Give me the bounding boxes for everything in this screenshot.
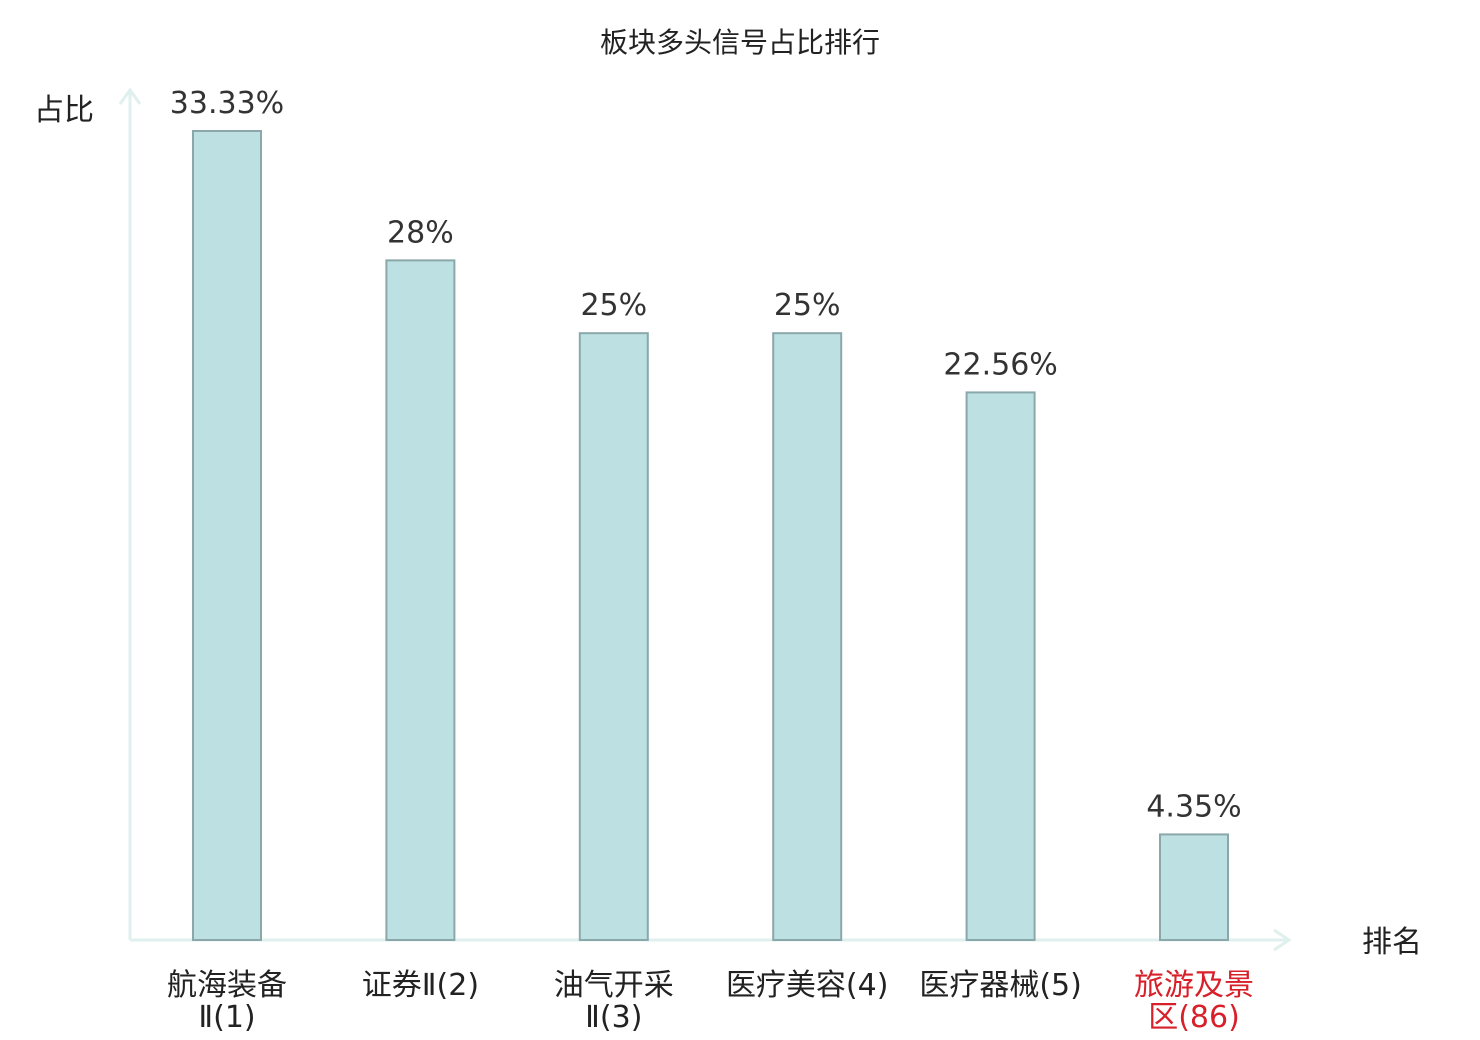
category-label-6-line-2: 区(86) <box>1148 1000 1240 1035</box>
value-label-4: 25% <box>774 288 841 323</box>
value-label-3: 25% <box>580 288 647 323</box>
y-axis-arrow-icon <box>118 87 142 105</box>
bar-2 <box>385 259 456 942</box>
bar-4 <box>772 332 843 941</box>
category-label-3-line-1: 油气开采 <box>554 968 674 1003</box>
bars-group <box>192 130 1229 942</box>
value-label-5: 22.56% <box>943 347 1057 382</box>
category-label-2: 证券Ⅱ(2) <box>362 968 479 1003</box>
x-axis-label: 排名 <box>1362 925 1422 960</box>
y-axis-label: 占比 <box>34 93 94 128</box>
category-label-3-line-2: Ⅱ(3) <box>585 1000 642 1035</box>
value-label-2: 28% <box>387 215 454 250</box>
bar-5 <box>965 391 1036 941</box>
bar-3 <box>578 332 649 941</box>
value-label-6: 4.35% <box>1146 789 1241 824</box>
category-label-4: 医疗美容(4) <box>726 968 889 1003</box>
value-labels-group: 33.33% 28% 25% 25% 22.56% 4.35% <box>170 86 1242 824</box>
x-axis-arrow-icon <box>1273 928 1292 952</box>
bar-6 <box>1159 833 1229 941</box>
chart-title: 板块多头信号占比排行 <box>600 26 880 59</box>
value-label-1: 33.33% <box>170 86 284 121</box>
category-label-1-line-2: Ⅱ(1) <box>198 1000 255 1035</box>
category-label-6-line-1: 旅游及景 <box>1134 968 1254 1003</box>
bar-1 <box>192 130 262 941</box>
category-label-5: 医疗器械(5) <box>919 968 1082 1003</box>
category-label-1-line-1: 航海装备 <box>167 968 287 1003</box>
